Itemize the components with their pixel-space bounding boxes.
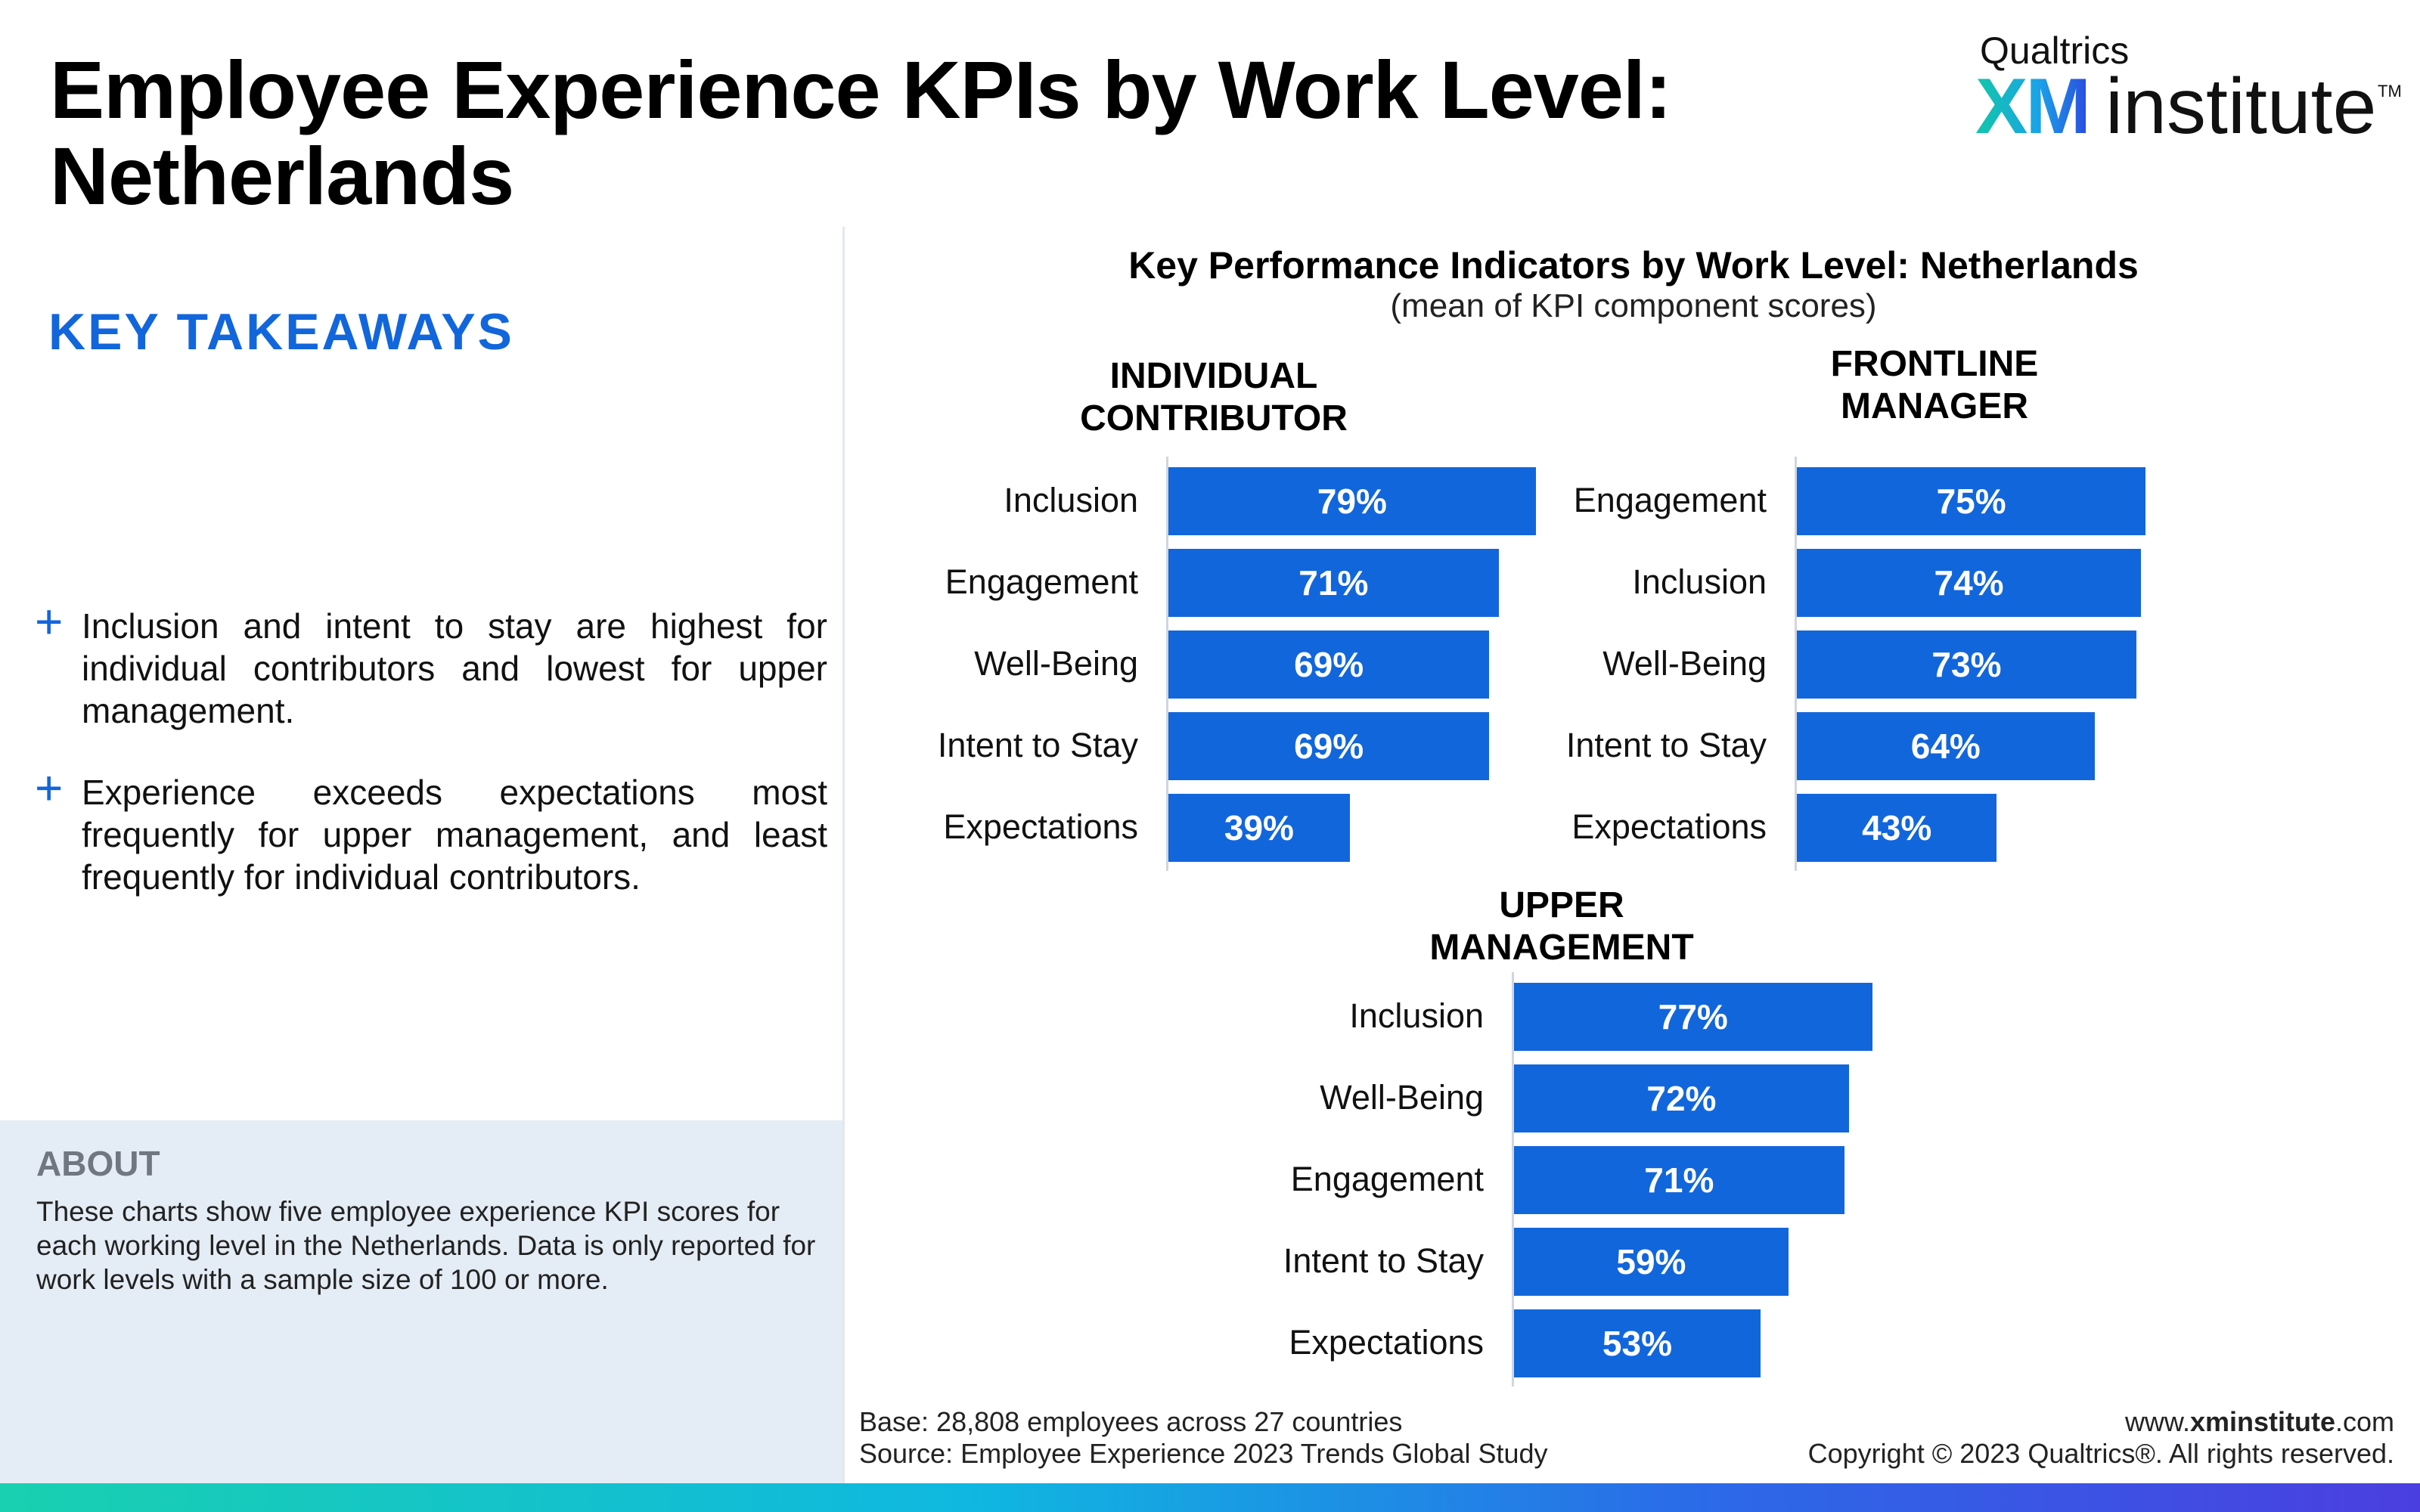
bar [1168, 794, 1350, 862]
chart-subtitle: (mean of KPI component scores) [1390, 287, 1877, 324]
footer-notes: Base: 28,808 employees across 27 countri… [859, 1406, 1548, 1470]
data-label: 43% [1862, 808, 1932, 847]
page-title: Employee Experience KPIs by Work Level: … [50, 47, 1865, 219]
category-label: Intent to Stay [1283, 1241, 1484, 1280]
footer-legal: www.xminstitute.com Copyright © 2023 Qua… [1808, 1406, 2394, 1470]
qualtrics-xm-institute-logo: Qualtrics XM institute TM [1975, 29, 2402, 150]
bar [1168, 712, 1490, 780]
bar [1514, 983, 1872, 1051]
logo-qualtrics-text: Qualtrics [1980, 29, 2130, 72]
category-label: Intent to Stay [1565, 726, 1767, 764]
panel-title-line: INDIVIDUAL [1109, 356, 1318, 396]
panel-title: INDIVIDUAL CONTRIBUTOR [987, 355, 1441, 440]
panel-title-line: CONTRIBUTOR [1080, 398, 1348, 438]
takeaway-text: Inclusion and intent to stay are highest… [82, 606, 827, 730]
data-label: 39% [1224, 808, 1294, 847]
key-takeaways-heading: KEY TAKEAWAYS [48, 303, 514, 361]
data-label: 53% [1602, 1324, 1672, 1363]
bar [1168, 549, 1499, 617]
category-axis [1512, 972, 1514, 1387]
logo-institute-text: institute [2105, 63, 2377, 150]
footer-url-bold: xminstitute [2189, 1406, 2335, 1437]
bar [1797, 467, 2146, 535]
data-label: 71% [1298, 563, 1369, 603]
logo-xm-text: XM [1975, 63, 2091, 150]
logo-trademark: TM [2378, 82, 2402, 101]
category-label: Inclusion [1349, 996, 1484, 1035]
footer-url-suffix: .com [2335, 1406, 2394, 1437]
page-title-line2: Netherlands [50, 130, 514, 222]
panel-title: UPPER MANAGEMENT [1335, 885, 1789, 969]
category-label: Well-Being [1602, 644, 1767, 683]
data-label: 77% [1658, 997, 1728, 1036]
takeaway-text: Experience exceeds expectations most fre… [82, 773, 827, 897]
data-label: 64% [1910, 727, 1981, 766]
data-label: 69% [1294, 727, 1364, 766]
data-label: 74% [1934, 563, 2004, 603]
page-title-line1: Employee Experience KPIs by Work Level: [50, 44, 1672, 135]
category-label: Well-Being [1320, 1078, 1484, 1117]
data-label: 79% [1317, 482, 1387, 521]
footer-base: Base: 28,808 employees across 27 countri… [859, 1406, 1403, 1437]
vertical-divider [842, 227, 845, 1483]
category-label: Intent to Stay [937, 726, 1138, 764]
category-axis [1795, 457, 1797, 871]
bar [1514, 1309, 1761, 1377]
bar [1514, 1064, 1849, 1132]
footer-url-prefix: www. [2124, 1406, 2190, 1437]
category-label: Engagement [1573, 481, 1767, 519]
bar [1797, 631, 2136, 699]
data-label: 59% [1616, 1242, 1686, 1281]
data-label: 73% [1931, 645, 2002, 684]
bar [1168, 467, 1536, 535]
category-axis [1166, 457, 1168, 871]
chart-title: Key Performance Indicators by Work Level… [1128, 244, 2139, 287]
about-text: These charts show five employee experien… [36, 1196, 816, 1295]
category-label: Engagement [945, 562, 1138, 601]
category-label: Well-Being [974, 644, 1138, 683]
panel-title-line: FRONTLINE [1830, 344, 2039, 384]
bottom-gradient-band [0, 1483, 2420, 1512]
footer-url[interactable]: www.xminstitute.com [1808, 1406, 2394, 1438]
panel-title-line: MANAGEMENT [1429, 928, 1694, 968]
plus-icon: + [35, 594, 64, 649]
data-label: 75% [1936, 482, 2006, 521]
category-label: Expectations [1571, 807, 1767, 846]
panel-title-line: UPPER [1499, 885, 1624, 925]
data-label: 69% [1294, 645, 1364, 684]
about-heading: ABOUT [36, 1144, 160, 1183]
data-label: 71% [1644, 1160, 1714, 1200]
footer-source: Source: Employee Experience 2023 Trends … [859, 1438, 1548, 1469]
category-label: Expectations [1289, 1323, 1484, 1362]
footer-copyright: Copyright © 2023 Qualtrics®. All rights … [1807, 1438, 2394, 1469]
panel-title: FRONTLINE MANAGER [1708, 343, 2161, 428]
category-label: Inclusion [1004, 481, 1138, 519]
about-panel: ABOUT These charts show five employee ex… [0, 1120, 842, 1483]
bar [1168, 631, 1490, 699]
category-label: Expectations [943, 807, 1138, 846]
data-label: 72% [1646, 1079, 1717, 1118]
bar [1797, 794, 1997, 862]
panel-title-line: MANAGER [1841, 386, 2028, 426]
bar [1514, 1228, 1789, 1296]
bar [1797, 549, 2142, 617]
plus-icon: + [35, 761, 64, 815]
category-label: Inclusion [1632, 562, 1767, 601]
category-label: Engagement [1290, 1160, 1484, 1198]
bar [1797, 712, 2095, 780]
bar [1514, 1146, 1844, 1214]
